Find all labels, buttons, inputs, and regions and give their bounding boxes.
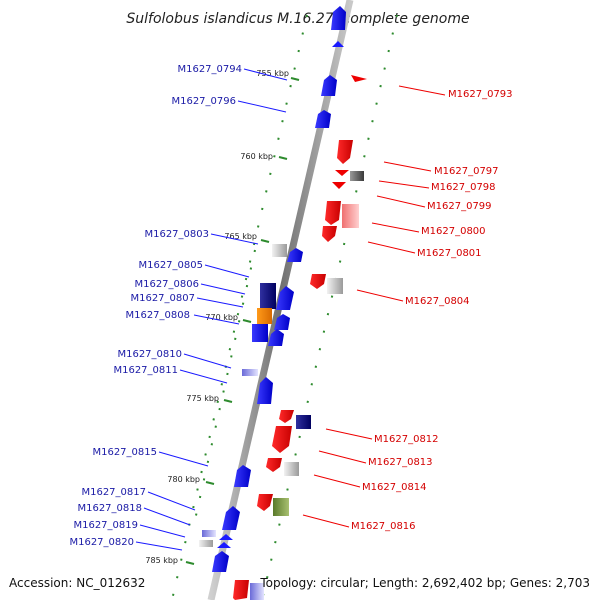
gene-block[interactable] [284, 462, 299, 476]
gene-block[interactable] [327, 278, 343, 294]
gene-labels-left: M1627_0794 M1627_0796 M1627_0803 M1627_0… [69, 64, 242, 548]
accession-text: Accession: NC_012632 [9, 576, 145, 590]
gene-arrow-reverse[interactable] [219, 534, 233, 540]
gene-label[interactable]: M1627_0814 [362, 482, 427, 493]
gene-block[interactable] [250, 583, 264, 600]
kbp-labels: 755 kbp 760 kbp 765 kbp 770 kbp 775 kbp … [145, 69, 289, 565]
gene-label[interactable]: M1627_0819 [73, 520, 138, 531]
gene-arrow-forward[interactable] [233, 580, 249, 600]
gene-arrow-forward[interactable] [266, 458, 282, 472]
gene-label[interactable]: M1627_0817 [81, 487, 146, 498]
gene-arrow-forward[interactable] [272, 426, 292, 453]
kbp-label: 755 kbp [256, 69, 289, 78]
gene-arrow-reverse[interactable] [217, 542, 231, 548]
gene-arrow-forward[interactable] [322, 226, 337, 242]
gene-arrow-reverse[interactable] [234, 465, 251, 487]
gene-block[interactable] [273, 498, 289, 516]
gene-labels-right: M1627_0793 M1627_0797 M1627_0798 M1627_0… [351, 89, 513, 532]
gene-label[interactable]: M1627_0799 [427, 201, 492, 212]
genome-stats-text: Topology: circular; Length: 2,692,402 bp… [259, 576, 590, 590]
gene-label[interactable]: M1627_0798 [431, 182, 496, 193]
gene-label[interactable]: M1627_0805 [138, 260, 203, 271]
gene-label[interactable]: M1627_0793 [448, 89, 513, 100]
gene-arrow-forward[interactable] [325, 201, 341, 225]
reverse-strand-genes [199, 6, 346, 600]
gene-label[interactable]: M1627_0811 [113, 365, 178, 376]
gene-label[interactable]: M1627_0794 [177, 64, 242, 75]
gene-arrow-reverse[interactable] [212, 551, 229, 572]
kbp-label: 760 kbp [240, 152, 273, 161]
gene-label[interactable]: M1627_0812 [374, 434, 439, 445]
gene-arrow-reverse[interactable] [287, 248, 303, 262]
gene-block[interactable] [260, 283, 276, 309]
map-title: Sulfolobus islandicus M.16.27, complete … [126, 11, 469, 27]
kbp-label: 765 kbp [224, 232, 257, 241]
gene-arrow-reverse[interactable] [331, 6, 346, 30]
gene-label[interactable]: M1627_0803 [144, 229, 209, 240]
gene-label[interactable]: M1627_0797 [434, 166, 499, 177]
gene-label[interactable]: M1627_0800 [421, 226, 486, 237]
gene-label[interactable]: M1627_0801 [417, 248, 482, 259]
gene-arrow-forward[interactable] [257, 494, 273, 511]
gene-arrow-reverse[interactable] [257, 377, 273, 404]
gene-arrow-reverse[interactable] [268, 329, 284, 346]
gene-label[interactable]: M1627_0810 [117, 349, 182, 360]
leader-lines-right [302, 85, 446, 528]
gene-arrow-reverse[interactable] [274, 314, 290, 330]
gene-arrow-forward[interactable] [351, 75, 367, 82]
gene-label[interactable]: M1627_0816 [351, 521, 416, 532]
gene-label[interactable]: M1627_0804 [405, 296, 470, 307]
gene-label[interactable]: M1627_0808 [125, 310, 190, 321]
gene-block[interactable] [272, 244, 287, 257]
gene-arrow-reverse[interactable] [276, 286, 294, 310]
gene-label[interactable]: M1627_0807 [130, 293, 195, 304]
gene-arrow-reverse[interactable] [315, 110, 331, 128]
gene-arrow-forward[interactable] [279, 410, 294, 423]
gene-block[interactable] [202, 530, 216, 537]
gene-arrow-forward[interactable] [332, 182, 346, 189]
gene-arrow-forward[interactable] [335, 170, 349, 176]
gene-arrow-reverse[interactable] [222, 506, 240, 530]
gene-label[interactable]: M1627_0806 [134, 279, 199, 290]
gene-block[interactable] [252, 324, 268, 342]
gene-arrow-reverse[interactable] [321, 75, 337, 96]
forward-strand-genes [233, 75, 367, 600]
kbp-label: 780 kbp [167, 475, 200, 484]
gene-block[interactable] [342, 204, 359, 228]
scale-ticks [185, 77, 300, 565]
gene-block[interactable] [296, 415, 311, 429]
gene-block[interactable] [199, 540, 213, 547]
gene-block[interactable] [257, 308, 272, 324]
kbp-label: 785 kbp [145, 556, 178, 565]
gene-label[interactable]: M1627_0818 [77, 503, 142, 514]
gene-arrow-reverse[interactable] [332, 41, 344, 47]
gene-label[interactable]: M1627_0815 [92, 447, 157, 458]
leader-lines-left [135, 68, 288, 551]
gene-arrow-forward[interactable] [310, 274, 326, 289]
kbp-label: 770 kbp [205, 313, 238, 322]
gene-label[interactable]: M1627_0813 [368, 457, 433, 468]
gene-arrow-forward[interactable] [337, 140, 353, 164]
gene-label[interactable]: M1627_0796 [171, 96, 236, 107]
gene-label[interactable]: M1627_0820 [69, 537, 134, 548]
gene-block[interactable] [350, 171, 364, 181]
gene-block[interactable] [242, 369, 258, 376]
kbp-label: 775 kbp [186, 394, 219, 403]
